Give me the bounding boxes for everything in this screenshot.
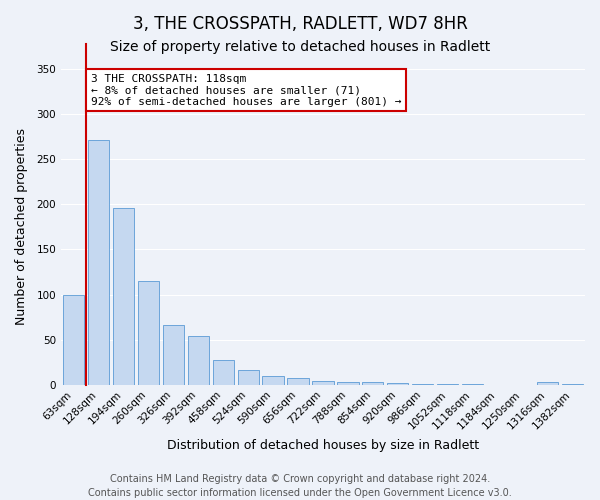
Bar	[313, 381, 334, 385]
Bar	[537, 382, 558, 385]
Bar	[412, 384, 433, 385]
Text: Contains HM Land Registry data © Crown copyright and database right 2024.
Contai: Contains HM Land Registry data © Crown c…	[88, 474, 512, 498]
Text: 3 THE CROSSPATH: 118sqm
← 8% of detached houses are smaller (71)
92% of semi-det: 3 THE CROSSPATH: 118sqm ← 8% of detached…	[91, 74, 401, 106]
Bar	[437, 384, 458, 385]
Bar	[262, 376, 284, 385]
Bar	[238, 370, 259, 385]
Y-axis label: Number of detached properties: Number of detached properties	[15, 128, 28, 326]
Bar	[137, 281, 159, 385]
Bar	[188, 336, 209, 385]
Bar	[163, 325, 184, 385]
X-axis label: Distribution of detached houses by size in Radlett: Distribution of detached houses by size …	[167, 440, 479, 452]
Bar	[562, 384, 583, 385]
Bar	[287, 378, 308, 385]
Text: Size of property relative to detached houses in Radlett: Size of property relative to detached ho…	[110, 40, 490, 54]
Bar	[212, 360, 234, 385]
Bar	[387, 383, 409, 385]
Bar	[337, 382, 359, 385]
Bar	[362, 382, 383, 385]
Bar	[88, 140, 109, 385]
Bar	[113, 208, 134, 385]
Text: 3, THE CROSSPATH, RADLETT, WD7 8HR: 3, THE CROSSPATH, RADLETT, WD7 8HR	[133, 15, 467, 33]
Bar	[462, 384, 484, 385]
Bar	[63, 294, 84, 385]
